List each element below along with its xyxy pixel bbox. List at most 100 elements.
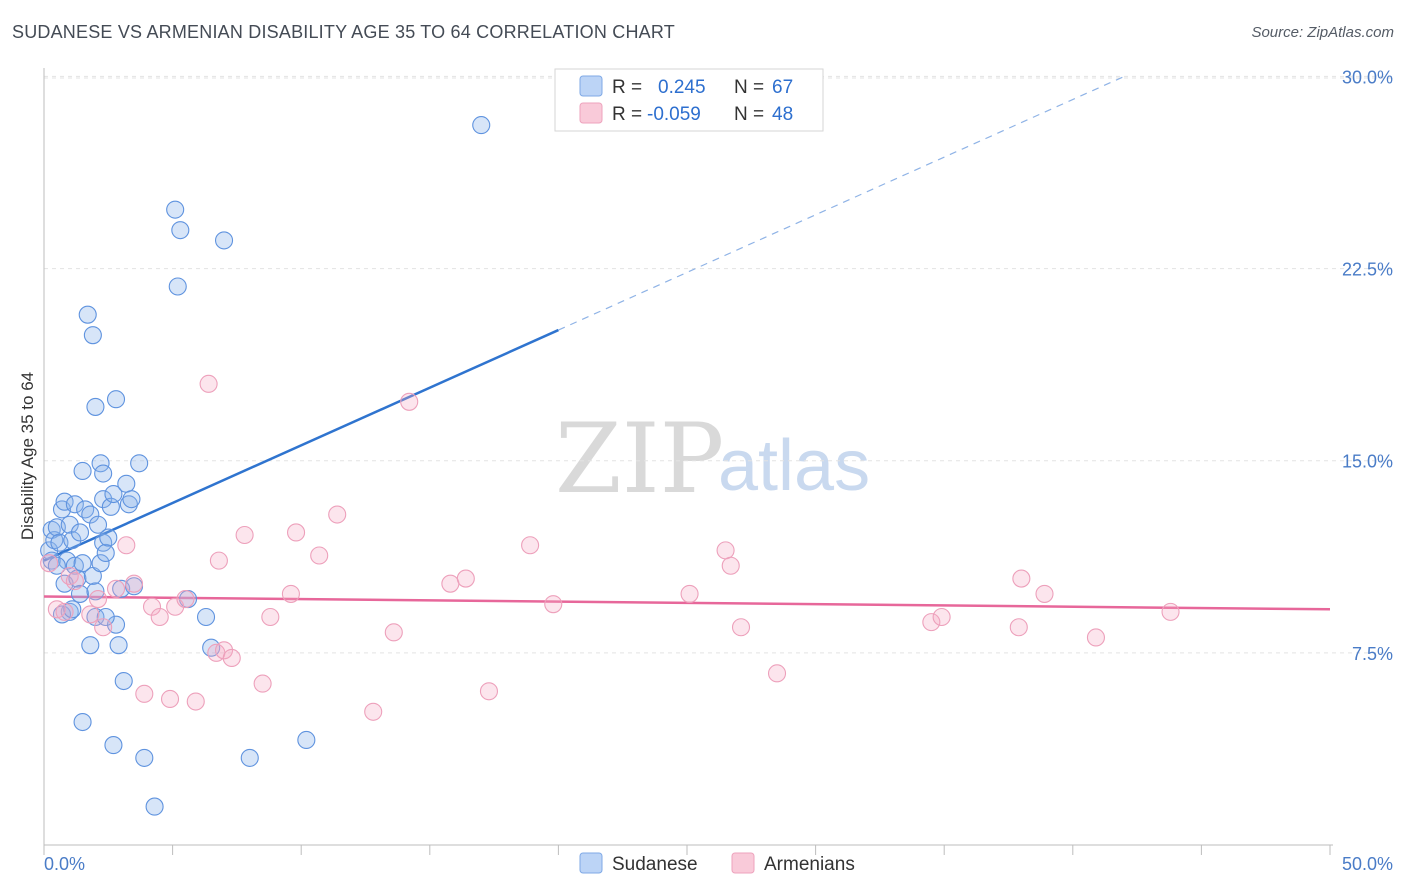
data-point-sudanese [297,730,316,750]
legend-n-value-2: 48 [772,104,793,125]
data-point-armenians [214,641,234,660]
y-tick-label: 30.0% [1342,67,1393,87]
data-point-armenians [1012,569,1031,588]
legend-n-label-1: N = [734,77,764,98]
data-point-sudanese [60,515,79,534]
data-point-sudanese [78,305,97,324]
data-point-armenians [310,546,329,565]
data-point-sudanese [91,554,110,573]
data-point-sudanese [96,543,115,562]
data-point-sudanese [86,397,105,416]
trend-line-sudanese [43,328,559,562]
y-tick-label: 7.5% [1352,644,1393,664]
data-point-armenians [544,595,563,614]
data-point-sudanese [130,454,149,473]
data-point-sudanese [91,454,110,473]
data-point-armenians [186,692,205,711]
data-point-armenians [1009,618,1028,637]
data-point-armenians [106,579,126,598]
data-point-sudanese [94,464,113,483]
data-point-sudanese [122,490,141,509]
top-legend: R = 0.245 N = 67 R = -0.059 N = 48 [554,68,824,132]
y-tick-labels: 7.5% 15.0% 22.5% 30.0% [1342,67,1393,663]
legend-r-label-1: R = [612,77,642,98]
data-point-armenians [65,572,84,591]
data-point-armenians [199,374,218,393]
data-point-sudanese [145,797,164,816]
source-label: Source: ZipAtlas.com [1251,24,1394,41]
data-point-armenians [1086,628,1105,647]
data-point-sudanese [65,495,84,514]
bottom-legend-swatch-armenians [731,852,755,874]
data-point-armenians [160,689,180,709]
data-point-armenians [253,674,272,693]
data-point-armenians [400,392,419,411]
data-point-armenians [142,597,162,616]
chart-title: SUDANESE VS ARMENIAN DISABILITY AGE 35 T… [12,22,675,42]
data-point-sudanese [52,605,72,624]
legend-n-label-2: N = [734,104,764,125]
data-point-sudanese [94,490,113,509]
y-tick-label: 22.5% [1342,260,1393,280]
data-point-armenians [60,566,79,586]
data-point-sudanese [104,484,123,504]
data-point-armenians [166,597,185,616]
data-point-sudanese [83,326,102,345]
data-point-armenians [117,536,136,555]
legend-r-label-2: R = [612,104,642,125]
data-point-sudanese [214,231,234,250]
data-point-armenians [328,505,347,524]
data-point-sudanese [135,748,154,767]
legend-swatch-sudanese [579,75,603,97]
bottom-legend-label-armenians: Armenians [764,854,855,875]
data-point-sudanese [96,607,115,627]
data-point-sudanese [104,736,123,755]
trend-lines [43,75,1331,611]
data-point-sudanese [81,636,100,655]
data-point-armenians [922,613,941,632]
data-point-sudanese [42,551,61,570]
data-point-armenians [721,556,740,575]
data-point-armenians [235,525,254,545]
data-point-sudanese [168,277,187,296]
data-point-armenians [287,523,306,542]
data-point-armenians [479,682,499,701]
watermark-zip: ZIP [555,403,724,515]
data-point-sudanese [76,500,95,519]
data-point-sudanese [86,607,105,627]
data-point-armenians [767,664,787,683]
data-point-armenians [261,607,280,627]
data-point-sudanese [114,671,133,691]
bottom-legend-swatch-sudanese [579,852,603,874]
axes [43,68,1333,846]
data-point-armenians [1035,584,1054,603]
data-point-armenians [1161,602,1180,621]
data-point-armenians [716,541,735,560]
bottom-legend-label-sudanese: Sudanese [612,854,698,875]
data-point-armenians [731,618,751,637]
data-point-sudanese [166,200,185,219]
data-point-sudanese [81,505,100,524]
data-point-armenians [384,623,403,642]
x-tick-label-max: 50.0% [1342,854,1393,874]
data-point-armenians [55,602,74,621]
data-point-sudanese [73,461,92,481]
data-point-sudanese [70,523,90,542]
data-point-armenians [456,569,475,588]
data-point-armenians [209,551,228,570]
data-point-armenians [88,590,108,609]
series-sudanese [40,116,491,816]
data-point-armenians [94,618,113,637]
legend-r-value-2: -0.059 [647,104,701,125]
data-point-armenians [222,648,241,668]
data-point-sudanese [63,531,82,550]
data-point-sudanese [94,533,113,552]
data-point-sudanese [55,492,74,511]
data-point-sudanese [73,554,92,573]
data-point-sudanese [99,528,118,547]
data-point-armenians [176,590,195,609]
bottom-legend: Sudanese Armenians [579,852,855,875]
legend-swatch-armenians [579,102,603,124]
data-point-armenians [81,605,100,624]
